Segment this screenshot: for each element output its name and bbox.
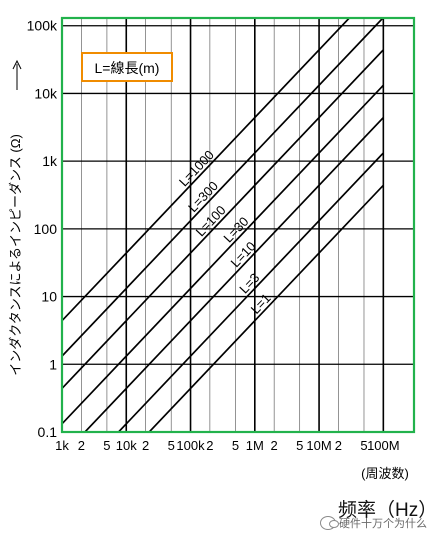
x-tick-label: 1k <box>55 438 69 453</box>
y-tick-label: 1 <box>49 356 57 372</box>
x-tick-label: 5 <box>360 438 367 453</box>
x-tick-label: 1M <box>246 438 264 453</box>
x-tick-label: 2 <box>78 438 85 453</box>
x-tick-label: 10M <box>306 438 331 453</box>
x-tick-label: 100k <box>176 438 205 453</box>
series-line <box>62 18 384 357</box>
x-tick-label: 100M <box>367 438 400 453</box>
x-tick-label: 10k <box>116 438 137 453</box>
legend-box: L=線長(m) <box>81 52 173 82</box>
y-tick-label: 10 <box>41 289 57 305</box>
series-label: L=1 <box>248 290 274 316</box>
x-unit-label: (周波数) <box>361 466 409 481</box>
series-line <box>62 84 384 425</box>
y-tick-label: 10k <box>34 85 58 101</box>
series-line <box>148 184 384 432</box>
watermark: 硬件十万个为什么 <box>320 515 427 531</box>
x-tick-label: 5 <box>232 438 239 453</box>
x-tick-label: 2 <box>335 438 342 453</box>
x-tick-label: 2 <box>142 438 149 453</box>
legend-text: L=線長(m) <box>95 60 160 76</box>
up-arrow-icon <box>12 59 22 70</box>
chat-bubble-icon <box>320 516 339 530</box>
legend-border <box>81 52 173 82</box>
y-axis-title: インダクタンスによるインピーダンス (Ω) <box>8 134 23 376</box>
plot-frame <box>60 16 416 434</box>
y-tick-label: 1k <box>42 153 58 169</box>
y-tick-label: 0.1 <box>38 424 58 440</box>
watermark-text: 硬件十万个为什么 <box>339 518 427 530</box>
x-tick-label: 2 <box>271 438 278 453</box>
series-line <box>62 18 351 322</box>
grid <box>61 18 414 433</box>
series-lines <box>62 18 384 432</box>
x-tick-label: 5 <box>103 438 110 453</box>
x-tick-label: 5 <box>296 438 303 453</box>
x-tick-label: 2 <box>206 438 213 453</box>
series-line <box>117 152 384 432</box>
x-tick-label: 5 <box>168 438 175 453</box>
y-tick-label: 100k <box>27 18 58 34</box>
y-tick-label: 100 <box>34 221 58 237</box>
series-line <box>83 116 384 432</box>
series-line <box>62 49 384 390</box>
frequency-axis-title: 频率（Hz） <box>338 500 437 521</box>
series-label: L=3 <box>236 270 262 296</box>
